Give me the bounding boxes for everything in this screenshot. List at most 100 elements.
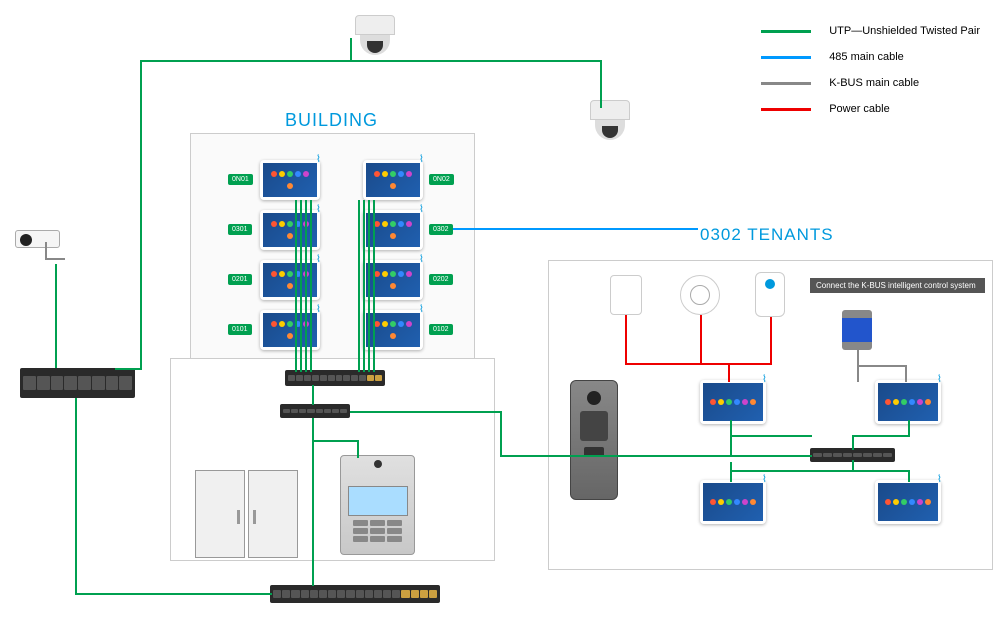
unit-tag: 0202 [429,274,453,285]
utp-line [350,60,600,62]
bus485-line [440,228,698,230]
unit-tag: 0N01 [228,174,253,185]
door-station-tall-camera-icon [587,391,601,405]
utp-line [295,200,297,372]
utp-line [730,470,908,472]
door-station-keypad [353,520,403,542]
switch-building-mid [280,404,350,418]
utp-line [300,200,302,372]
power-line [625,315,627,365]
power-line [728,363,772,365]
utp-line [312,385,314,405]
wifi-icon: ⌇ [316,154,321,165]
legend-label-485: 485 main cable [829,51,904,63]
wifi-icon: ⌇ [316,304,321,315]
utp-line [305,200,307,372]
utp-line [500,411,502,456]
unit-tag: 0N02 [429,174,454,185]
door-station-screen [348,486,408,516]
indoor-monitor [700,380,766,424]
legend-row-power: Power cable [761,103,980,115]
door-station-camera-icon [374,460,382,468]
utp-line [140,60,352,62]
camera-bullet [15,230,85,265]
camera-dome-1 [350,15,400,60]
kbus-banner: Connect the K-BUS intelligent control sy… [810,278,985,293]
utp-line [312,418,314,586]
wifi-icon: ⌇ [419,304,424,315]
kbus-line [905,365,907,382]
indoor-monitor [875,380,941,424]
utp-line [115,368,142,370]
wifi-icon: ⌇ [316,254,321,265]
utp-line [618,455,713,457]
power-line [625,363,728,365]
kbus-line [857,365,907,367]
indoor-monitor [363,260,423,300]
wifi-icon: ⌇ [762,474,767,485]
legend-row-485: 485 main cable [761,51,980,63]
unit-tag: 0101 [228,324,252,335]
kbus-module [842,310,872,350]
utp-line [350,411,500,413]
utp-line [852,460,854,472]
door-station-tall-speaker [580,411,608,441]
indoor-monitor [700,480,766,524]
indoor-monitor [260,160,320,200]
unit-tag: 0302 [429,224,453,235]
door-station-building [340,455,415,555]
indoor-monitor [363,310,423,350]
unit-tag: 0102 [429,324,453,335]
door-station-tenant [570,380,618,500]
legend-color-power [761,108,811,111]
utp-line [55,264,57,368]
door-sensor [610,275,642,315]
utp-line [350,38,352,62]
door-left [195,470,245,558]
utp-line [357,440,359,458]
legend-label-kbus: K-BUS main cable [829,77,919,89]
wifi-icon: ⌇ [762,374,767,385]
building-title: BUILDING [285,110,378,131]
legend-color-utp [761,30,811,33]
utp-line [140,60,142,368]
gateway [755,272,785,317]
utp-line [908,470,910,482]
legend-label-power: Power cable [829,103,890,115]
wifi-icon: ⌇ [937,374,942,385]
legend: UTP—Unshielded Twisted Pair 485 main cab… [761,25,980,129]
wifi-icon: ⌇ [419,154,424,165]
utp-line [730,420,732,455]
switch-building-top [285,370,385,386]
legend-row-utp: UTP—Unshielded Twisted Pair [761,25,980,37]
utp-line [852,435,854,450]
utp-line [852,435,910,437]
wifi-icon: ⌇ [419,254,424,265]
wifi-icon: ⌇ [419,204,424,215]
power-line [728,363,730,382]
utp-line [75,398,77,594]
legend-color-kbus [761,82,811,85]
switch-building-bottom [270,585,440,603]
unit-tag: 0201 [228,274,252,285]
utp-line [75,593,272,595]
legend-label-utp: UTP—Unshielded Twisted Pair [829,25,980,37]
unit-tag: 0301 [228,224,252,235]
utp-line [730,435,812,437]
utp-line [312,440,357,442]
indoor-monitor [875,480,941,524]
switch-left [20,368,135,398]
utp-line [908,420,910,437]
camera-dome-2 [585,100,635,145]
utp-line [310,200,312,372]
legend-color-485 [761,56,811,59]
utp-line [600,60,602,108]
wifi-icon: ⌇ [316,204,321,215]
utp-line [358,200,360,372]
power-line [700,315,702,365]
utp-line [363,200,365,372]
legend-row-kbus: K-BUS main cable [761,77,980,89]
utp-line [368,200,370,372]
power-line [770,317,772,365]
utp-line [373,200,375,372]
